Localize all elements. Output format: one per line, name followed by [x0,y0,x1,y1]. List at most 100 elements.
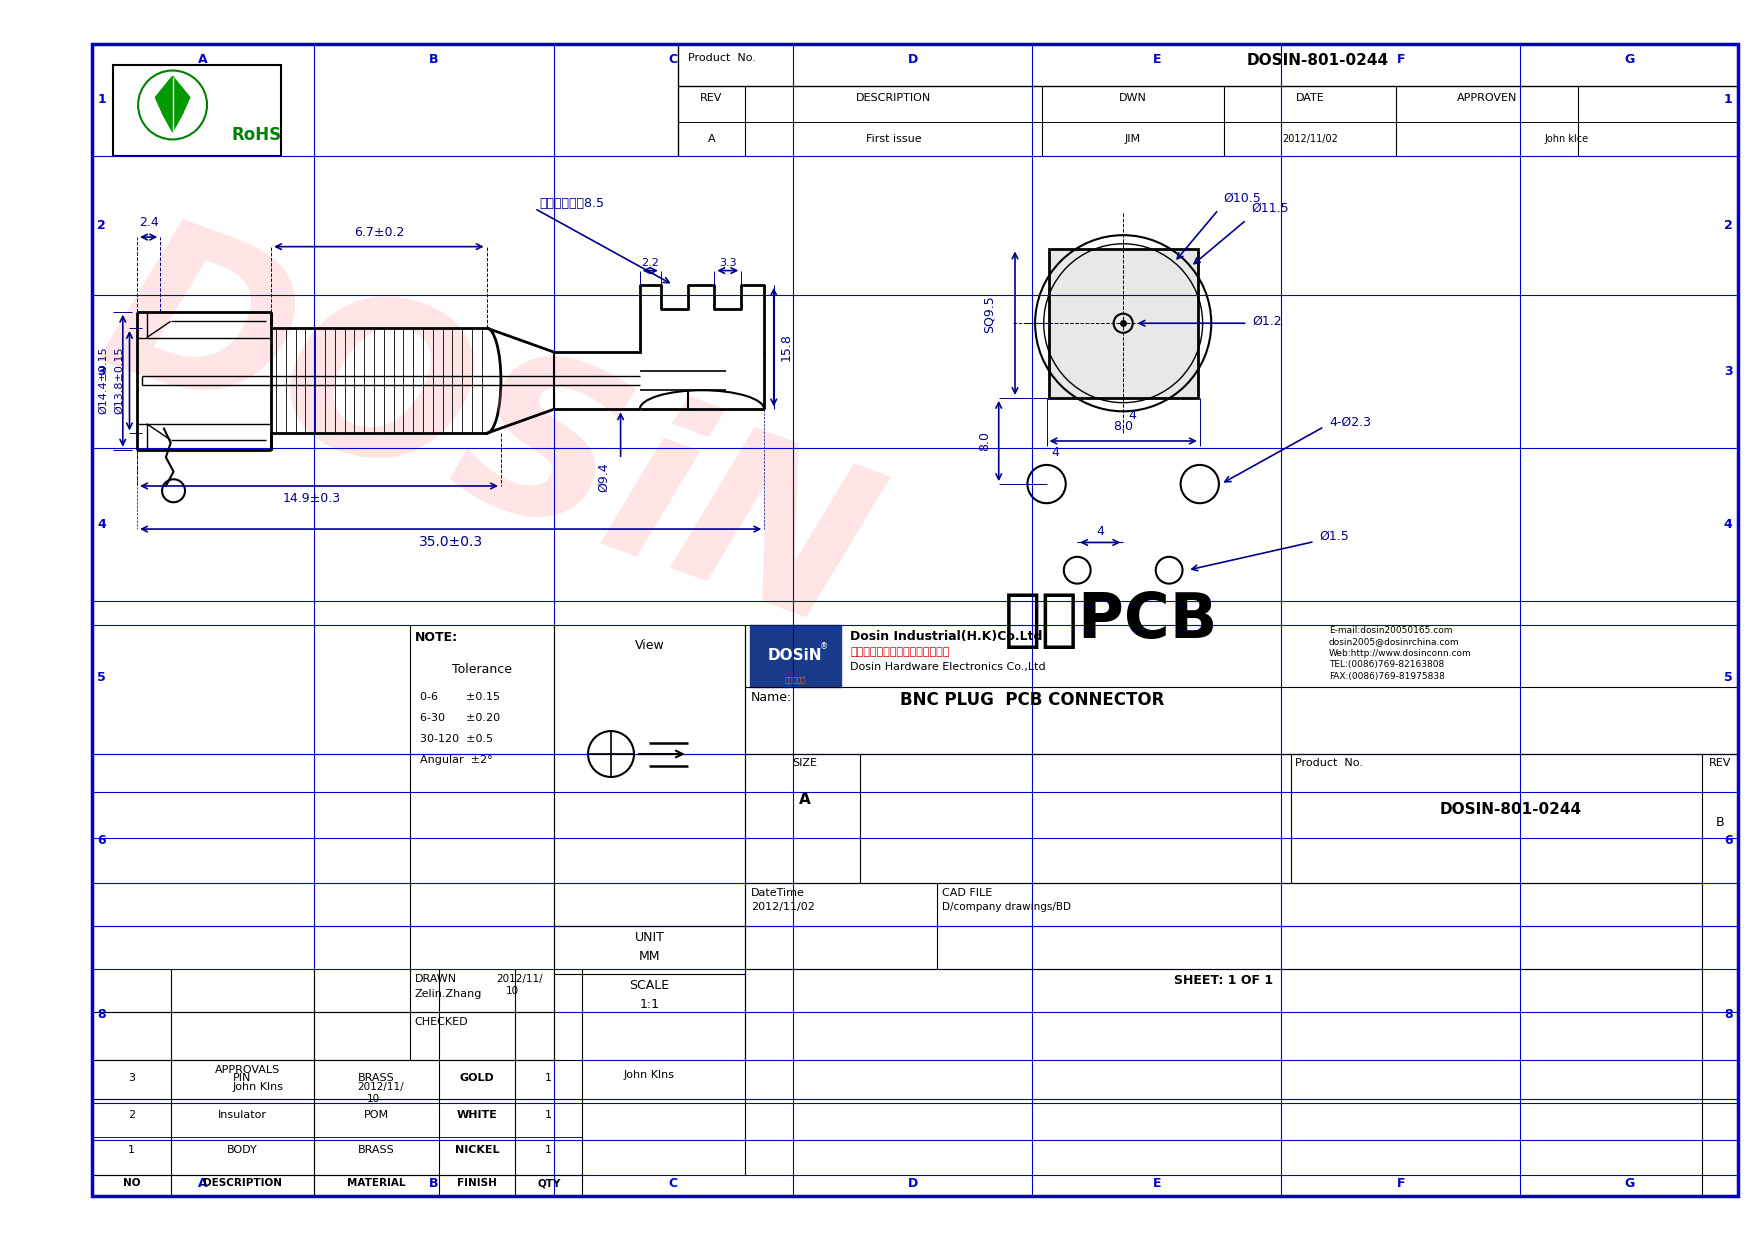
Text: CHECKED: CHECKED [414,1017,469,1027]
Text: POM: POM [363,1110,390,1120]
Text: REV: REV [700,93,723,103]
Text: 1: 1 [1723,93,1732,107]
Text: 3.3: 3.3 [720,258,737,268]
Text: 10: 10 [367,1094,381,1104]
Text: 1: 1 [546,1073,553,1083]
Text: 5: 5 [1723,671,1732,684]
Text: CAD FILE: CAD FILE [942,888,993,898]
Text: DESCRIPTION: DESCRIPTION [856,93,932,103]
Text: 4: 4 [1128,409,1135,423]
Text: BNC PLUG  PCB CONNECTOR: BNC PLUG PCB CONNECTOR [900,691,1164,709]
Text: 15.8: 15.8 [779,334,793,361]
Text: B: B [430,53,439,66]
Text: A: A [799,792,811,807]
Text: 4: 4 [1723,518,1732,531]
Text: 6: 6 [98,833,105,847]
Text: 4: 4 [1097,525,1104,538]
Circle shape [1027,465,1065,503]
Text: 1:1: 1:1 [639,998,660,1011]
Text: 2: 2 [1723,218,1732,232]
Text: 6-30      ±0.20: 6-30 ±0.20 [419,713,500,723]
Text: 东莞市雄鑫: 东莞市雄鑫 [784,676,806,683]
Text: FAX:(0086)769-81975838: FAX:(0086)769-81975838 [1329,672,1444,681]
Text: PIN: PIN [233,1073,251,1083]
Text: DateTime: DateTime [751,888,804,898]
Polygon shape [156,76,190,131]
Text: 2012/11/: 2012/11/ [358,1083,404,1092]
Text: 10: 10 [505,986,519,996]
Text: A: A [198,53,209,66]
Text: DWN: DWN [1120,93,1146,103]
Text: 1: 1 [546,1110,553,1120]
Text: SHEET: 1 OF 1: SHEET: 1 OF 1 [1174,975,1274,987]
Text: E: E [1153,1177,1162,1189]
Text: 4: 4 [1051,445,1060,459]
Text: 8.0: 8.0 [1113,420,1134,433]
Text: Ø11.5: Ø11.5 [1251,202,1288,215]
Text: BODY: BODY [226,1145,258,1154]
Text: 35.0±0.3: 35.0±0.3 [419,534,483,549]
Text: Insulator: Insulator [218,1110,267,1120]
Text: Ø9.4: Ø9.4 [597,463,609,492]
Text: 30-120  ±0.5: 30-120 ±0.5 [419,734,493,744]
Bar [114,64,281,156]
Text: 8: 8 [1723,1008,1732,1022]
Text: dosin2005@dosinrchina.com: dosin2005@dosinrchina.com [1329,637,1460,646]
Text: Name:: Name: [751,691,792,704]
Text: Ø1.5: Ø1.5 [1320,531,1350,543]
Text: SQ9.5: SQ9.5 [983,295,995,332]
Text: G: G [1623,53,1634,66]
Text: 2.4: 2.4 [139,217,158,229]
Text: FINISH: FINISH [456,1178,497,1188]
Text: 5: 5 [97,671,105,684]
Text: 2.2: 2.2 [641,258,660,268]
Text: 8: 8 [98,1008,105,1022]
Text: DOSiN: DOSiN [75,202,897,675]
Text: 建议PCB: 建议PCB [1004,591,1218,651]
Text: JIM: JIM [1125,134,1141,144]
Text: QTY: QTY [537,1178,560,1188]
Text: MM: MM [639,950,660,963]
Text: WHITE: WHITE [456,1110,497,1120]
Text: D: D [907,1177,918,1189]
Text: SIZE: SIZE [792,758,816,768]
Text: BRASS: BRASS [358,1145,395,1154]
Text: D: D [907,53,918,66]
Text: Ø13.8±0.15: Ø13.8±0.15 [114,347,125,414]
Text: 2012/11/02: 2012/11/02 [1281,134,1337,144]
Text: 8.0: 8.0 [978,432,992,451]
Text: 2: 2 [97,218,105,232]
Text: DESCRIPTION: DESCRIPTION [204,1178,283,1188]
Text: Ø10.5: Ø10.5 [1223,192,1262,205]
Text: ®: ® [820,642,828,651]
Text: C: C [669,1177,677,1189]
Circle shape [1157,557,1183,584]
Text: NO: NO [123,1178,140,1188]
Text: John Klns: John Klns [233,1083,284,1092]
Text: 3: 3 [128,1073,135,1083]
Text: 1: 1 [128,1145,135,1154]
Text: UNIT: UNIT [634,931,663,944]
Text: 1: 1 [546,1145,553,1154]
Text: Dosin Hardware Electronics Co.,Ltd: Dosin Hardware Electronics Co.,Ltd [851,662,1046,672]
Text: GOLD: GOLD [460,1073,495,1083]
Text: 6: 6 [1723,833,1732,847]
Text: 3: 3 [1723,365,1732,378]
Text: G: G [1623,1177,1634,1189]
Text: John Klns: John Klns [623,1070,676,1080]
Text: SCALE: SCALE [630,980,669,992]
Text: E-mail:dosin20050165.com: E-mail:dosin20050165.com [1329,626,1453,635]
Circle shape [1181,465,1220,503]
Text: Web:http://www.dosinconn.com: Web:http://www.dosinconn.com [1329,649,1472,657]
Text: 2012/11/02: 2012/11/02 [751,903,814,913]
Text: 东莞市雄金五金电子制品有限公司: 东莞市雄金五金电子制品有限公司 [851,647,949,657]
Text: B: B [430,1177,439,1189]
Text: B: B [1715,816,1723,830]
Text: Ø1.2: Ø1.2 [1253,315,1283,327]
Bar [749,625,841,687]
Text: C: C [669,53,677,66]
Text: BRASS: BRASS [358,1073,395,1083]
Text: 14.9±0.3: 14.9±0.3 [283,492,340,505]
Text: F: F [1397,53,1406,66]
Text: 4-Ø2.3: 4-Ø2.3 [1329,415,1371,428]
